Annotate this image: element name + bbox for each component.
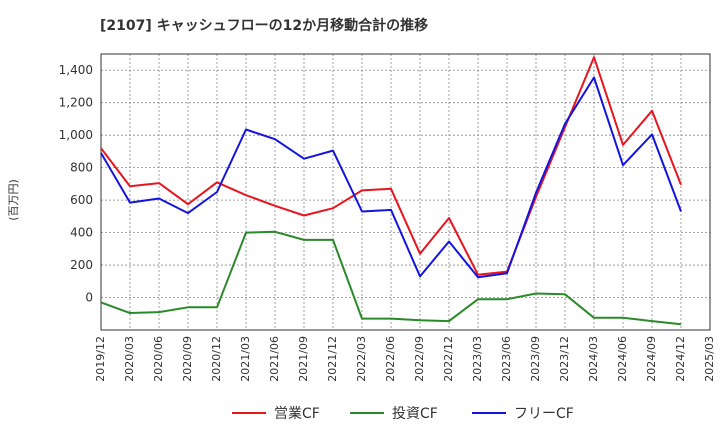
series-line-営業CF [100,56,682,276]
x-tick-label: 2023/06 [500,336,513,382]
x-tick-label: 2023/09 [529,336,542,382]
y-tick-label: 0 [85,291,93,305]
x-tick-label: 2024/03 [587,336,600,382]
y-axis-label: (百万円) [7,179,20,221]
y-tick-label: 1,000 [59,128,93,142]
x-tick-label: 2021/03 [239,336,252,382]
x-tick-label: 2023/03 [471,336,484,382]
x-tick-label: 2020/06 [152,336,165,382]
x-tick-label: 2019/12 [94,336,107,382]
x-tick-label: 2022/03 [355,336,368,382]
y-tick-label: 400 [70,226,93,240]
x-tick-label: 2022/06 [384,336,397,382]
x-tick-label: 2023/12 [558,336,571,382]
legend-label: 営業CF [274,406,320,422]
series-line-投資CF [100,230,682,326]
x-tick-label: 2020/12 [210,336,223,382]
x-tick-label: 2025/03 [703,336,716,382]
x-tick-label: 2021/09 [297,336,310,382]
legend-label: 投資CF [392,406,438,422]
x-tick-label: 2020/03 [123,336,136,382]
grid-layer [101,54,710,330]
series-layer [100,56,682,326]
y-tick-label: 1,200 [59,96,93,110]
legend-label: フリーCF [514,406,574,422]
x-tick-label: 2024/12 [674,336,687,382]
x-tick-label: 2021/12 [326,336,339,382]
y-tick-label: 800 [70,161,93,175]
x-tick-label: 2024/09 [645,336,658,382]
x-tick-label: 2022/12 [442,336,455,382]
plot-frame [100,53,711,331]
y-tick-label: 200 [70,258,93,272]
x-tick-label: 2020/09 [181,336,194,382]
series-line-フリーCF [100,76,682,279]
x-tick-label: 2024/06 [616,336,629,382]
y-tick-label: 1,400 [59,63,93,77]
x-tick-label: 2021/06 [268,336,281,382]
x-tick-label: 2022/09 [413,336,426,382]
chart-title: [2107] キャッシュフローの12か月移動合計の推移 [100,17,428,34]
legend: 営業CF 投資CF フリーCF [232,406,574,422]
axis-layer: 2019/12 2020/03 2020/06 2020/09 2020/12 2021/… [59,53,716,382]
y-tick-label: 600 [70,193,93,207]
